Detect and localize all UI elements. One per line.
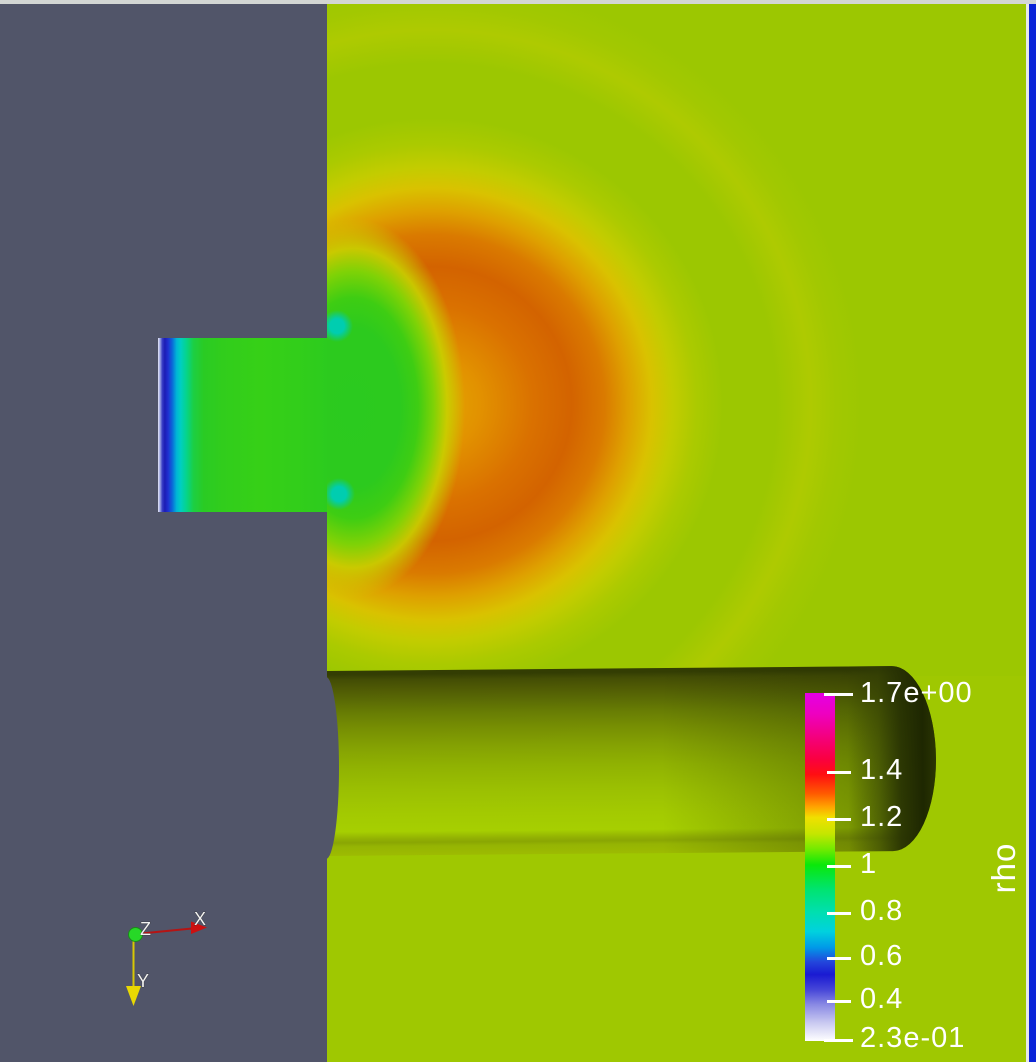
colorbar-tick <box>824 1039 853 1042</box>
colorbar-tick <box>827 818 851 821</box>
colorbar-tick-label: 0.4 <box>860 983 904 1016</box>
colorbar-tick-label: 1.4 <box>860 754 904 787</box>
z-axis-dot-icon <box>128 927 143 942</box>
orientation-axes-widget: X Y Z <box>126 909 207 1006</box>
colorbar-max-label: 1.7e+00 <box>860 677 973 710</box>
scene-background-panel <box>0 4 327 1062</box>
z-axis-label: Z <box>140 919 151 939</box>
colorbar-tick <box>827 865 851 868</box>
colorbar-tick <box>827 912 851 915</box>
window-top-border <box>0 0 1036 4</box>
colorbar-tick <box>827 771 851 774</box>
colorbar-tick-label: 1 <box>860 848 878 881</box>
colorbar-tick-label: 0.6 <box>860 940 904 973</box>
density-slice-shock-bubble <box>327 4 1036 676</box>
background-gap-sliver <box>326 677 339 859</box>
colorbar-title: rho <box>985 842 1022 894</box>
x-axis-line <box>135 927 193 935</box>
x-axis-arrow-icon <box>191 921 207 934</box>
y-axis-arrow-icon <box>126 986 141 1006</box>
colorbar-tick-label: 0.8 <box>860 895 904 928</box>
colorbar-min-label: 2.3e-01 <box>860 1022 966 1055</box>
window-right-border[interactable] <box>1029 4 1036 1062</box>
inlet-jet-channel <box>158 338 327 512</box>
colorbar-tick-label: 1.2 <box>860 801 904 834</box>
window-right-separator <box>1026 4 1029 1062</box>
colorbar-tick <box>827 957 851 960</box>
colorbar-tick <box>827 1000 851 1003</box>
y-axis-label: Y <box>137 971 149 991</box>
x-axis-label: X <box>194 909 206 929</box>
colorbar-tick <box>824 693 853 696</box>
